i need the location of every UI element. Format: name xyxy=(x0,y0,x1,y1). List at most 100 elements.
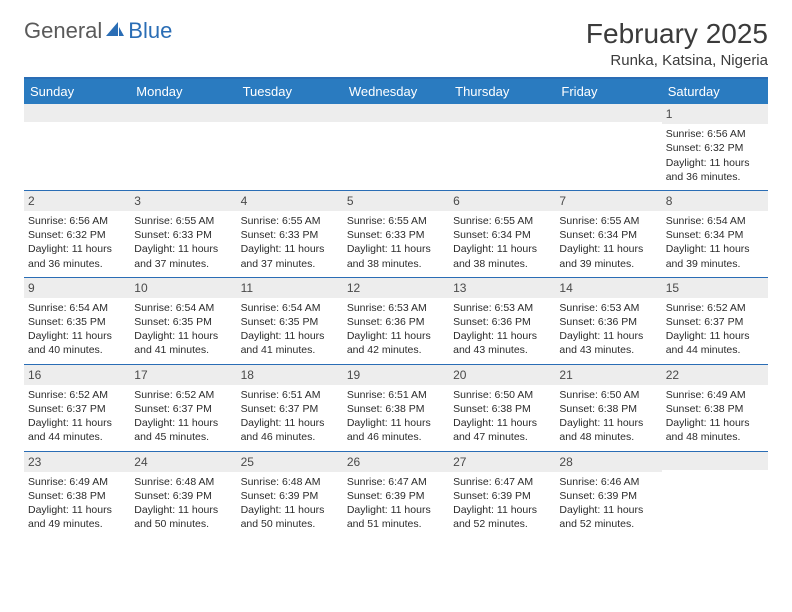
day-number: 28 xyxy=(555,452,661,472)
sunrise-text: Sunrise: 6:49 AM xyxy=(666,388,764,402)
day-cell: 28Sunrise: 6:46 AMSunset: 6:39 PMDayligh… xyxy=(555,452,661,538)
day-number: 23 xyxy=(24,452,130,472)
logo-sail-icon xyxy=(102,18,128,44)
sunset-text: Sunset: 6:33 PM xyxy=(134,228,232,242)
weekday-sat: Saturday xyxy=(662,79,768,104)
week-row: 1Sunrise: 6:56 AMSunset: 6:32 PMDaylight… xyxy=(24,104,768,190)
calendar: Sunday Monday Tuesday Wednesday Thursday… xyxy=(24,77,768,537)
day-cell: 17Sunrise: 6:52 AMSunset: 6:37 PMDayligh… xyxy=(130,365,236,451)
sunset-text: Sunset: 6:32 PM xyxy=(666,141,764,155)
day-cell: 27Sunrise: 6:47 AMSunset: 6:39 PMDayligh… xyxy=(449,452,555,538)
sunrise-text: Sunrise: 6:51 AM xyxy=(241,388,339,402)
day-cell: 7Sunrise: 6:55 AMSunset: 6:34 PMDaylight… xyxy=(555,191,661,277)
day-cell: 16Sunrise: 6:52 AMSunset: 6:37 PMDayligh… xyxy=(24,365,130,451)
day-number xyxy=(343,104,449,122)
sunset-text: Sunset: 6:37 PM xyxy=(28,402,126,416)
sunrise-text: Sunrise: 6:47 AM xyxy=(453,475,551,489)
day-cell xyxy=(343,104,449,190)
week-row: 9Sunrise: 6:54 AMSunset: 6:35 PMDaylight… xyxy=(24,277,768,364)
title-block: February 2025 Runka, Katsina, Nigeria xyxy=(586,18,768,69)
day-cell: 10Sunrise: 6:54 AMSunset: 6:35 PMDayligh… xyxy=(130,278,236,364)
daylight-text: Daylight: 11 hours and 44 minutes. xyxy=(666,329,764,357)
day-number: 26 xyxy=(343,452,449,472)
sunrise-text: Sunrise: 6:53 AM xyxy=(453,301,551,315)
sunset-text: Sunset: 6:38 PM xyxy=(453,402,551,416)
sunrise-text: Sunrise: 6:55 AM xyxy=(559,214,657,228)
day-cell: 12Sunrise: 6:53 AMSunset: 6:36 PMDayligh… xyxy=(343,278,449,364)
day-cell: 8Sunrise: 6:54 AMSunset: 6:34 PMDaylight… xyxy=(662,191,768,277)
day-number: 4 xyxy=(237,191,343,211)
daylight-text: Daylight: 11 hours and 52 minutes. xyxy=(453,503,551,531)
day-cell: 25Sunrise: 6:48 AMSunset: 6:39 PMDayligh… xyxy=(237,452,343,538)
location: Runka, Katsina, Nigeria xyxy=(586,52,768,69)
sunset-text: Sunset: 6:35 PM xyxy=(241,315,339,329)
day-number: 24 xyxy=(130,452,236,472)
day-cell: 26Sunrise: 6:47 AMSunset: 6:39 PMDayligh… xyxy=(343,452,449,538)
day-number xyxy=(555,104,661,122)
sunset-text: Sunset: 6:37 PM xyxy=(134,402,232,416)
daylight-text: Daylight: 11 hours and 40 minutes. xyxy=(28,329,126,357)
sunset-text: Sunset: 6:34 PM xyxy=(453,228,551,242)
weekday-thu: Thursday xyxy=(449,79,555,104)
day-cell xyxy=(555,104,661,190)
day-cell: 18Sunrise: 6:51 AMSunset: 6:37 PMDayligh… xyxy=(237,365,343,451)
daylight-text: Daylight: 11 hours and 38 minutes. xyxy=(347,242,445,270)
day-number: 21 xyxy=(555,365,661,385)
sunset-text: Sunset: 6:33 PM xyxy=(347,228,445,242)
daylight-text: Daylight: 11 hours and 37 minutes. xyxy=(241,242,339,270)
sunrise-text: Sunrise: 6:56 AM xyxy=(28,214,126,228)
day-cell: 20Sunrise: 6:50 AMSunset: 6:38 PMDayligh… xyxy=(449,365,555,451)
sunrise-text: Sunrise: 6:50 AM xyxy=(453,388,551,402)
day-number: 22 xyxy=(662,365,768,385)
sunrise-text: Sunrise: 6:54 AM xyxy=(134,301,232,315)
day-cell: 1Sunrise: 6:56 AMSunset: 6:32 PMDaylight… xyxy=(662,104,768,190)
sunset-text: Sunset: 6:37 PM xyxy=(666,315,764,329)
sunset-text: Sunset: 6:39 PM xyxy=(347,489,445,503)
day-number xyxy=(130,104,236,122)
day-number: 11 xyxy=(237,278,343,298)
sunrise-text: Sunrise: 6:55 AM xyxy=(453,214,551,228)
daylight-text: Daylight: 11 hours and 43 minutes. xyxy=(559,329,657,357)
day-cell xyxy=(662,452,768,538)
sunrise-text: Sunrise: 6:54 AM xyxy=(666,214,764,228)
day-number: 27 xyxy=(449,452,555,472)
day-cell: 14Sunrise: 6:53 AMSunset: 6:36 PMDayligh… xyxy=(555,278,661,364)
weekday-fri: Friday xyxy=(555,79,661,104)
sunrise-text: Sunrise: 6:55 AM xyxy=(347,214,445,228)
daylight-text: Daylight: 11 hours and 41 minutes. xyxy=(134,329,232,357)
daylight-text: Daylight: 11 hours and 46 minutes. xyxy=(241,416,339,444)
sunset-text: Sunset: 6:34 PM xyxy=(666,228,764,242)
weekday-sun: Sunday xyxy=(24,79,130,104)
sunset-text: Sunset: 6:33 PM xyxy=(241,228,339,242)
sunrise-text: Sunrise: 6:54 AM xyxy=(28,301,126,315)
daylight-text: Daylight: 11 hours and 41 minutes. xyxy=(241,329,339,357)
day-number: 12 xyxy=(343,278,449,298)
sunset-text: Sunset: 6:36 PM xyxy=(347,315,445,329)
weekday-tue: Tuesday xyxy=(237,79,343,104)
day-number: 2 xyxy=(24,191,130,211)
daylight-text: Daylight: 11 hours and 49 minutes. xyxy=(28,503,126,531)
day-cell: 11Sunrise: 6:54 AMSunset: 6:35 PMDayligh… xyxy=(237,278,343,364)
day-number: 18 xyxy=(237,365,343,385)
sunset-text: Sunset: 6:34 PM xyxy=(559,228,657,242)
logo-word1: General xyxy=(24,18,102,44)
sunrise-text: Sunrise: 6:50 AM xyxy=(559,388,657,402)
daylight-text: Daylight: 11 hours and 44 minutes. xyxy=(28,416,126,444)
day-number: 7 xyxy=(555,191,661,211)
sunrise-text: Sunrise: 6:46 AM xyxy=(559,475,657,489)
sunrise-text: Sunrise: 6:52 AM xyxy=(28,388,126,402)
day-cell: 9Sunrise: 6:54 AMSunset: 6:35 PMDaylight… xyxy=(24,278,130,364)
weekday-mon: Monday xyxy=(130,79,236,104)
daylight-text: Daylight: 11 hours and 45 minutes. xyxy=(134,416,232,444)
day-number xyxy=(237,104,343,122)
day-cell xyxy=(24,104,130,190)
day-number: 25 xyxy=(237,452,343,472)
day-number: 1 xyxy=(662,104,768,124)
day-cell xyxy=(449,104,555,190)
sunset-text: Sunset: 6:38 PM xyxy=(559,402,657,416)
daylight-text: Daylight: 11 hours and 38 minutes. xyxy=(453,242,551,270)
week-row: 23Sunrise: 6:49 AMSunset: 6:38 PMDayligh… xyxy=(24,451,768,538)
day-number: 3 xyxy=(130,191,236,211)
sunrise-text: Sunrise: 6:56 AM xyxy=(666,127,764,141)
daylight-text: Daylight: 11 hours and 50 minutes. xyxy=(134,503,232,531)
